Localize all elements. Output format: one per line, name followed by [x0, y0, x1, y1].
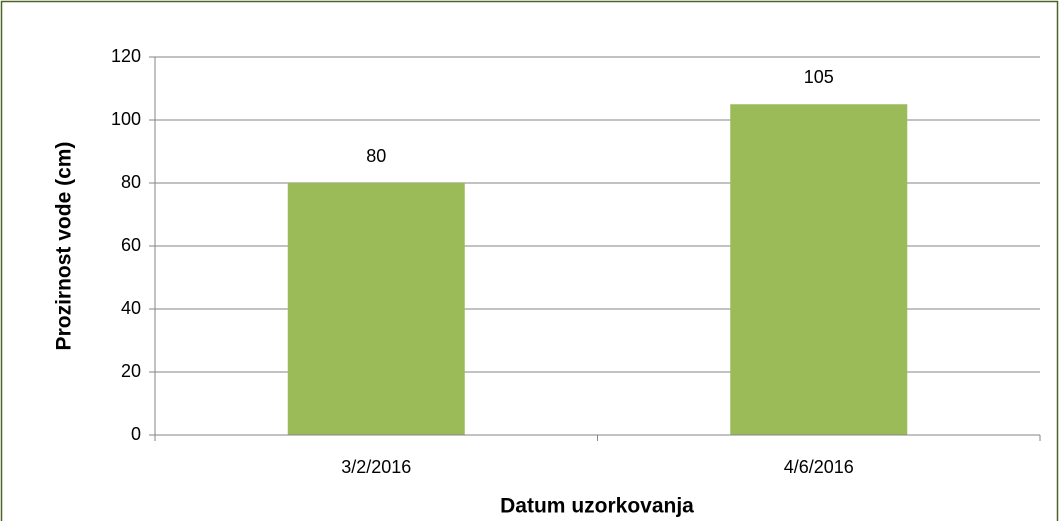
bar: [730, 104, 908, 435]
bar: [287, 183, 465, 435]
y-tick-label: 40: [121, 298, 141, 318]
x-axis-title: Datum uzorkovanja: [500, 495, 694, 518]
y-tick-label: 20: [121, 361, 141, 381]
data-label: 105: [804, 67, 834, 87]
y-tick-label: 120: [111, 46, 141, 66]
x-tick-label: 4/6/2016: [784, 457, 854, 477]
y-tick-label: 100: [111, 109, 141, 129]
y-tick-label: 60: [121, 235, 141, 255]
y-tick-label: 80: [121, 172, 141, 192]
y-axis-title: Prozirnost vode (cm): [53, 142, 76, 351]
y-tick-label: 0: [131, 424, 141, 444]
data-label: 80: [366, 146, 386, 166]
x-tick-label: 3/2/2016: [341, 457, 411, 477]
